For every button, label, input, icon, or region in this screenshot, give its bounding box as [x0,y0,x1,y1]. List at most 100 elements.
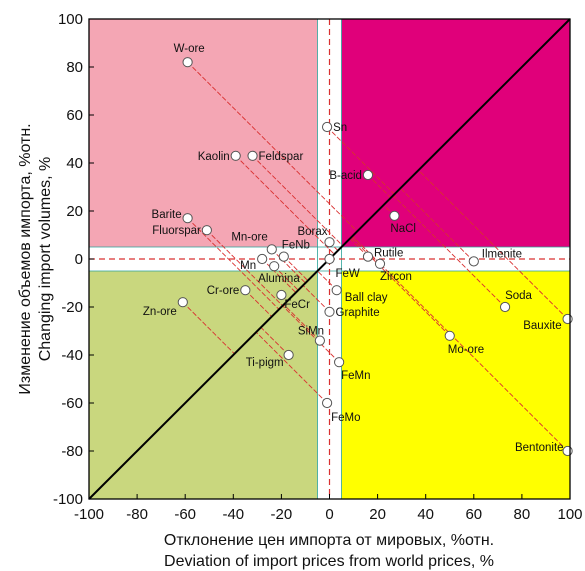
y-tick-label: -60 [61,395,83,412]
x-tick-label: -80 [126,506,148,523]
data-point-label: Borax [297,226,327,238]
x-tick-label: -20 [271,506,293,523]
data-point-label: FeMn [341,370,370,382]
y-tick-label: 100 [58,11,83,28]
data-point [324,237,335,248]
x-tick-label: -60 [174,506,196,523]
connector-line [182,301,235,355]
x-tick-label: 0 [325,506,333,523]
quadrant-top-left [89,19,330,259]
data-point [247,150,258,161]
data-point [362,169,374,181]
data-point-label: B-acid [329,170,362,182]
x-tick-label: -100 [74,506,104,523]
data-point-label: Feldspar [259,151,304,163]
connector-line [206,229,283,307]
y-tick-label: -100 [53,491,83,508]
connector-line [255,331,328,404]
data-point [177,297,188,308]
x-axis-title-en: Deviation of import prices from world pr… [164,553,494,570]
data-point-label: FeMo [331,412,360,424]
data-point [324,306,335,317]
data-point [276,289,287,301]
connector-line [273,265,299,291]
connector-line [418,169,568,320]
data-point-label: Soda [505,290,532,302]
data-point [240,285,251,296]
data-point-label: Zn-ore [143,306,177,318]
connector-line [282,305,340,363]
data-point [562,313,573,325]
data-point [230,150,241,161]
data-point-label: Barite [152,209,182,221]
data-point [283,349,294,361]
y-tick-label: 20 [66,203,83,220]
data-point-label: Bauxite [523,320,561,332]
data-point-label: FeCr [284,299,310,311]
y-tick-label: -20 [61,299,83,316]
x-tick-label: -40 [222,506,244,523]
x-tick-label: 40 [417,506,434,523]
connector-line [392,195,506,308]
data-point [444,330,455,341]
y-tick-label: -80 [61,443,83,460]
data-point [278,251,289,262]
data-point [257,253,268,265]
connector-line [187,61,358,232]
connector-line [187,217,280,310]
connector-line [235,155,335,255]
connector-line [260,327,289,356]
data-point-label: NaCl [390,223,416,235]
data-point-label: Mo-ore [448,344,484,356]
connector-line [252,155,344,247]
y-tick-label: 80 [66,59,83,76]
quadrant-bottom-right [329,259,570,499]
data-point-label: Rutile [374,248,403,260]
data-point-label: Mn-ore [231,231,267,243]
y-axis-title-ru: Изменение объемов импорта, %отн. [17,123,34,394]
data-point-label: Ilmenite [482,248,522,260]
data-point [321,397,333,409]
connector-line [352,235,568,452]
x-tick-label: 20 [369,506,386,523]
y-tick-label: 0 [75,251,83,268]
connector-line [367,174,392,199]
data-point [468,256,479,267]
x-axis-title-ru: Отклонение цен импорта от мировых, %отн. [164,532,494,549]
connector-line [271,249,306,284]
data-point-label: SiMn [298,326,324,338]
connector-line [326,126,395,195]
data-point-label: Ti-pigm [246,357,284,369]
y-tick-label: 60 [66,107,83,124]
data-point [321,121,333,133]
data-point-label: Cr-ore [207,285,240,297]
data-point [182,213,193,224]
data-point-label: Ball clay [345,292,388,304]
data-point [362,251,374,262]
axes: -100 -80 -60 -40 -20 0 20 40 60 80 100 -100 -80 -60 -4… [53,11,583,523]
data-point [562,445,573,457]
x-tick-label: 60 [465,506,482,523]
data-point [266,244,277,255]
data-point-label: Alumina [258,273,300,285]
data-point [324,253,335,265]
connector-line [245,289,273,317]
data-point-label: Kaolin [198,151,230,163]
data-point [334,357,345,368]
connector-line [302,285,330,313]
connector-line [261,258,297,293]
data-point [269,261,280,272]
data-point-label: FeNb [282,240,310,252]
data-point-label: Mn [240,260,256,272]
plot-area: W-ore Sn Kaolin Feldspar B-acid NaCl Barite Flu… [88,18,573,500]
data-point [331,285,342,296]
connector-line [400,187,475,262]
y-tick-label: 40 [66,155,83,172]
data-point [314,335,325,346]
data-point-label: W-ore [174,43,205,55]
connector-line [283,304,321,341]
connector-line [283,256,309,281]
x-tick-label: 80 [514,506,531,523]
data-point-label: Graphite [336,307,380,319]
